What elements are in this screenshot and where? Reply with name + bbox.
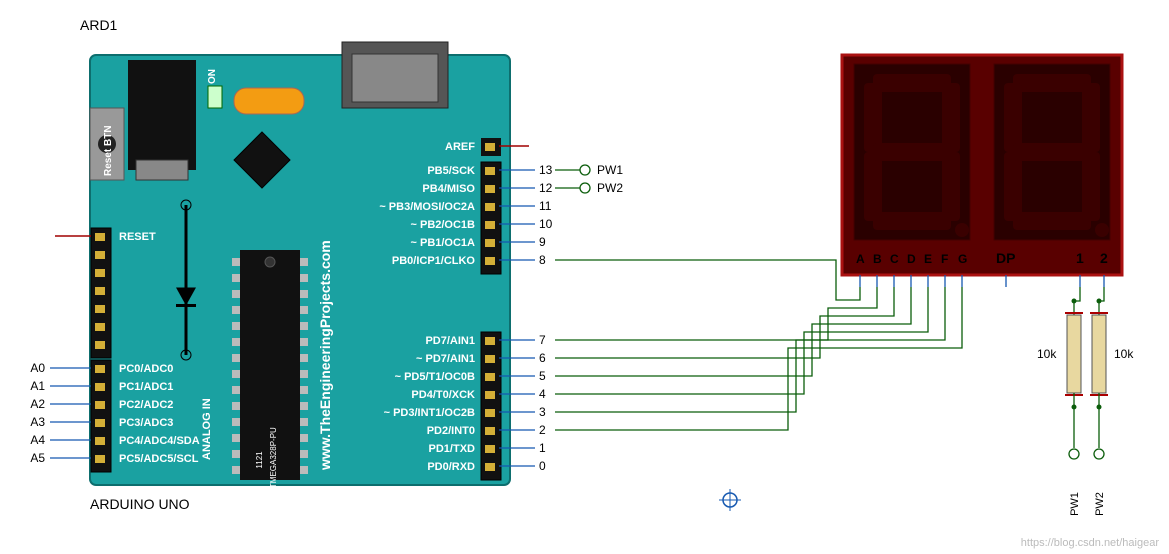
pin-aref: AREF — [445, 141, 475, 153]
pinnum-9: 9 — [539, 235, 546, 249]
power-jack — [128, 60, 196, 170]
r1-value: 10k — [1037, 347, 1057, 361]
resistor-1 — [1067, 315, 1081, 393]
analog-in-label: ANALOG IN — [201, 398, 213, 460]
pin-d13: PB5/SCK — [427, 165, 475, 177]
pin-d3: ~ PD3/INT1/OC2B — [384, 407, 475, 419]
svg-text:ON: ON — [207, 69, 218, 84]
pin-A4: PC4/ADC4/SDA — [119, 435, 200, 447]
ext-A4: A4 — [30, 433, 45, 447]
disp-cc-1: 1 — [1076, 250, 1084, 266]
refdes: ARD1 — [80, 17, 118, 33]
pinnum-1: 1 — [539, 441, 546, 455]
netlabel-bottom-PW1: PW1 — [1069, 492, 1081, 516]
svg-text:ATMEGA328P-PU: ATMEGA328P-PU — [269, 427, 278, 493]
pinnum-11: 11 — [539, 199, 552, 213]
disp-pin-B: B — [873, 252, 882, 266]
pin-d7: PD7/AIN1 — [425, 335, 475, 347]
pin-A1: PC1/ADC1 — [119, 381, 173, 393]
ext-A2: A2 — [30, 397, 45, 411]
pinnum-6: 6 — [539, 351, 546, 365]
ext-A0: A0 — [30, 361, 45, 375]
pin-d9: ~ PB1/OC1A — [411, 237, 476, 249]
netlabel-bottom-PW2: PW2 — [1094, 492, 1106, 516]
pin-A2: PC2/ADC2 — [119, 399, 173, 411]
pin-d11: ~ PB3/MOSI/OC2A — [379, 201, 475, 213]
reset-label: Reset BTN — [103, 125, 114, 176]
pin-d2: PD2/INT0 — [427, 425, 475, 437]
netlabel-PW2: PW2 — [597, 181, 623, 195]
pin-A3: PC3/ADC3 — [119, 417, 173, 429]
pin-d12: PB4/MISO — [422, 183, 475, 195]
resistor-2 — [1092, 315, 1106, 393]
watermark: https://blog.csdn.net/haigear — [1021, 537, 1160, 549]
ext-A5: A5 — [30, 451, 45, 465]
disp-pin-C: C — [890, 252, 899, 266]
disp-pin-D: D — [907, 252, 916, 266]
netlabel-PW1: PW1 — [597, 163, 623, 177]
on-led — [208, 86, 222, 108]
pin-d10: ~ PB2/OC1B — [411, 219, 476, 231]
pinnum-4: 4 — [539, 387, 546, 401]
capacitor — [234, 88, 304, 114]
digit — [994, 64, 1110, 240]
pinnum-0: 0 — [539, 459, 546, 473]
pinnum-7: 7 — [539, 333, 546, 347]
r2-value: 10k — [1114, 347, 1134, 361]
pin-A0: PC0/ADC0 — [119, 363, 173, 375]
pinnum-10: 10 — [539, 217, 553, 231]
disp-pin-F: F — [941, 252, 948, 266]
pinnum-13: 13 — [539, 163, 553, 177]
pin-header — [481, 332, 501, 480]
pinnum-8: 8 — [539, 253, 546, 267]
disp-pin-G: G — [958, 252, 967, 266]
svg-text:1121: 1121 — [255, 451, 264, 469]
pinnum-3: 3 — [539, 405, 546, 419]
pin-A5: PC5/ADC5/SCL — [119, 453, 199, 465]
pin-d4: PD4/T0/XCK — [411, 389, 475, 401]
board-url: www.TheEngineeringProjects.com — [317, 240, 333, 471]
board-footer: ARDUINO UNO — [90, 496, 190, 512]
disp-pin-A: A — [856, 252, 865, 266]
pin-d1: PD1/TXD — [429, 443, 476, 455]
pin-d5: ~ PD5/T1/OC0B — [395, 371, 475, 383]
ext-A3: A3 — [30, 415, 45, 429]
disp-pin-E: E — [924, 252, 932, 266]
pin-d6: ~ PD7/AIN1 — [416, 353, 475, 365]
pin-d8: PB0/ICP1/CLKO — [392, 255, 476, 267]
ext-A1: A1 — [30, 379, 45, 393]
pin-reset: RESET — [119, 231, 156, 243]
pinnum-2: 2 — [539, 423, 546, 437]
pinnum-12: 12 — [539, 181, 553, 195]
pin-d0: PD0/RXD — [427, 461, 475, 473]
digit — [854, 64, 970, 240]
disp-cc-2: 2 — [1100, 250, 1108, 266]
pinnum-5: 5 — [539, 369, 546, 383]
disp-pin-DP: DP — [996, 250, 1015, 266]
